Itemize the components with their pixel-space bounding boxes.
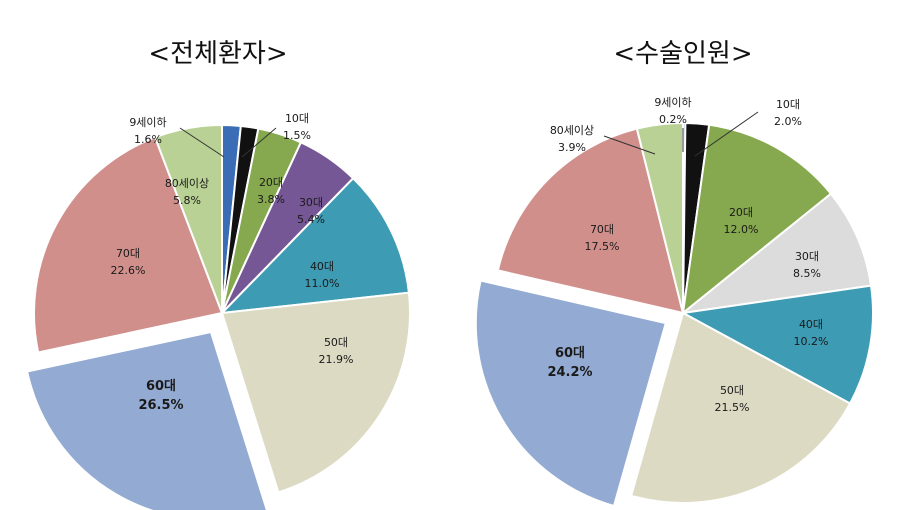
pie-slice-surgery-3 — [679, 192, 873, 315]
slice-value-label: 24.2% — [547, 365, 592, 380]
slice-value-label: 1.5% — [283, 129, 311, 142]
pie-slice-total-5 — [220, 291, 411, 494]
slice-category-label: 50대 — [324, 336, 348, 349]
slice-category-label: 40대 — [799, 318, 823, 331]
slice-value-label: 0.2% — [659, 113, 687, 126]
pie-slice-surgery-6 — [474, 279, 668, 508]
pie-slice-surgery-8 — [635, 121, 684, 314]
slice-category-label: 70대 — [116, 247, 140, 260]
slice-category-label: 30대 — [795, 250, 819, 263]
pie-slice-total-4 — [219, 176, 411, 315]
chart-title-total-patients: <전체환자> — [148, 39, 287, 69]
slice-category-label: 60대 — [555, 346, 585, 361]
slice-value-label: 22.6% — [111, 264, 146, 277]
slice-category-label: 80세이상 — [165, 177, 209, 190]
slice-category-label: 50대 — [720, 384, 744, 397]
slice-value-label: 2.0% — [774, 115, 802, 128]
slice-category-label: 40대 — [310, 260, 334, 273]
slice-value-label: 1.6% — [134, 133, 162, 146]
pie-slice-surgery-5 — [629, 311, 852, 504]
slice-category-label: 9세이하 — [129, 115, 166, 129]
slice-value-label: 8.5% — [793, 267, 821, 280]
slice-category-label: 20대 — [729, 206, 753, 219]
slice-value-label: 17.5% — [585, 240, 620, 253]
slice-value-label: 3.8% — [257, 193, 285, 206]
slice-category-label: 60대 — [146, 379, 176, 394]
pie-slice-surgery-2 — [681, 123, 833, 316]
slice-category-label: 70대 — [590, 223, 614, 236]
pie-slice-total-8 — [153, 123, 223, 314]
slice-category-label: 9세이하 — [654, 95, 691, 109]
slice-category-label: 10대 — [776, 98, 800, 111]
pie-chart-surgery-count: 9세이하 0.2% 10대 2.0% 20대 12.0% 30대 8.5% 40대 10.2% 50… — [474, 95, 874, 508]
slice-value-label: 21.5% — [715, 401, 750, 414]
leader-line-total-1 — [241, 127, 277, 158]
pie-chart-total-patients: 9세이하 1.6% 10대 1.5% 20대 3.8% 30대 5.4% 40대 11.0% 50대… — [25, 112, 411, 510]
slice-value-label: 3.9% — [558, 141, 586, 154]
slice-value-label: 10.2% — [794, 335, 829, 348]
slice-category-label: 10대 — [285, 112, 309, 125]
slice-category-label: 20대 — [259, 176, 283, 189]
slice-category-label: 30대 — [299, 196, 323, 209]
chart-title-surgery-count: <수술인원> — [613, 39, 752, 69]
pie-slice-surgery-4 — [679, 284, 874, 405]
leader-line-surgery-1 — [694, 111, 759, 157]
slice-value-label: 5.4% — [297, 213, 325, 226]
leader-line-surgery-8 — [603, 135, 656, 155]
slice-value-label: 12.0% — [724, 223, 759, 236]
leader-line-total-0 — [179, 127, 225, 158]
pie-slice-surgery-7 — [496, 127, 685, 315]
slice-value-label: 21.9% — [319, 353, 354, 366]
slice-category-label: 80세이상 — [550, 124, 594, 137]
slice-value-label: 11.0% — [305, 277, 340, 290]
slice-value-label: 26.5% — [138, 398, 183, 413]
slice-value-label: 5.8% — [173, 194, 201, 207]
pie-slice-total-6 — [25, 330, 268, 510]
